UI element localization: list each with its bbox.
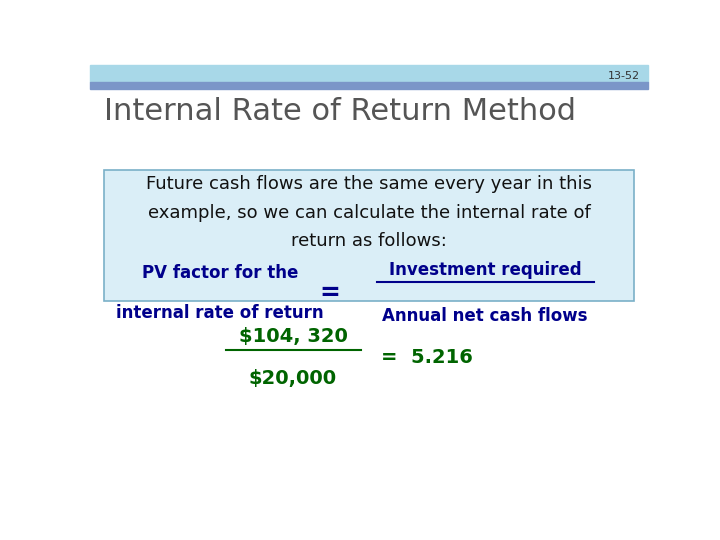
Text: Investment required: Investment required: [389, 261, 582, 279]
Text: =  5.216: = 5.216: [381, 348, 472, 367]
Text: Annual net cash flows: Annual net cash flows: [382, 307, 588, 325]
Bar: [90, 82, 648, 90]
Text: Internal Rate of Return Method: Internal Rate of Return Method: [104, 97, 576, 125]
Text: example, so we can calculate the internal rate of: example, so we can calculate the interna…: [148, 204, 590, 221]
Text: internal rate of return: internal rate of return: [117, 303, 324, 321]
Text: $104, 320: $104, 320: [238, 327, 348, 346]
Text: $20,000: $20,000: [249, 369, 337, 388]
FancyBboxPatch shape: [104, 170, 634, 301]
Text: return as follows:: return as follows:: [291, 232, 447, 250]
Text: 13-52: 13-52: [608, 71, 640, 80]
Text: =: =: [320, 281, 341, 305]
Text: Future cash flows are the same every year in this: Future cash flows are the same every yea…: [146, 175, 592, 193]
Text: PV factor for the: PV factor for the: [142, 264, 298, 282]
Bar: [90, 65, 648, 82]
